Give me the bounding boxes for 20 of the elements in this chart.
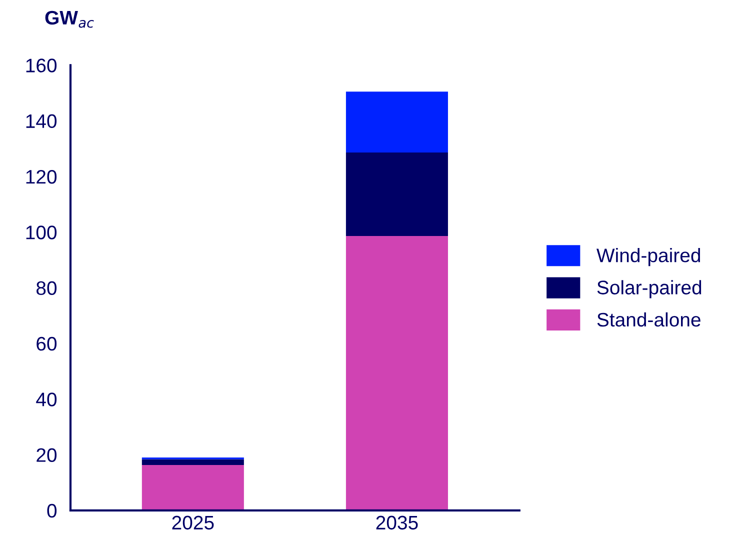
x-tick-label: 2025	[172, 516, 214, 530]
bar	[142, 465, 244, 510]
y-tick-label: 160	[26, 58, 57, 72]
y-tick-label: 100	[26, 226, 57, 240]
bar	[142, 459, 244, 466]
y-tick-label: 60	[36, 336, 57, 351]
bar	[346, 152, 448, 236]
x-tick-label: 2035	[376, 516, 418, 530]
y-tick-label: 80	[36, 281, 57, 296]
bar	[346, 236, 448, 510]
y-tick-label: 40	[36, 392, 57, 406]
y-tick-label: 20	[36, 448, 57, 462]
legend-label: Solar-paired	[597, 280, 702, 298]
legend-label: Stand-alone	[597, 312, 700, 327]
bar	[346, 92, 448, 153]
y-tick-label: 0	[47, 504, 57, 518]
legend-label: Wind-paired	[596, 248, 700, 266]
y-axis-title: GW$_{ac}$	[45, 10, 94, 28]
y-tick-label: 120	[26, 170, 57, 184]
y-tick-label: 140	[26, 114, 57, 128]
